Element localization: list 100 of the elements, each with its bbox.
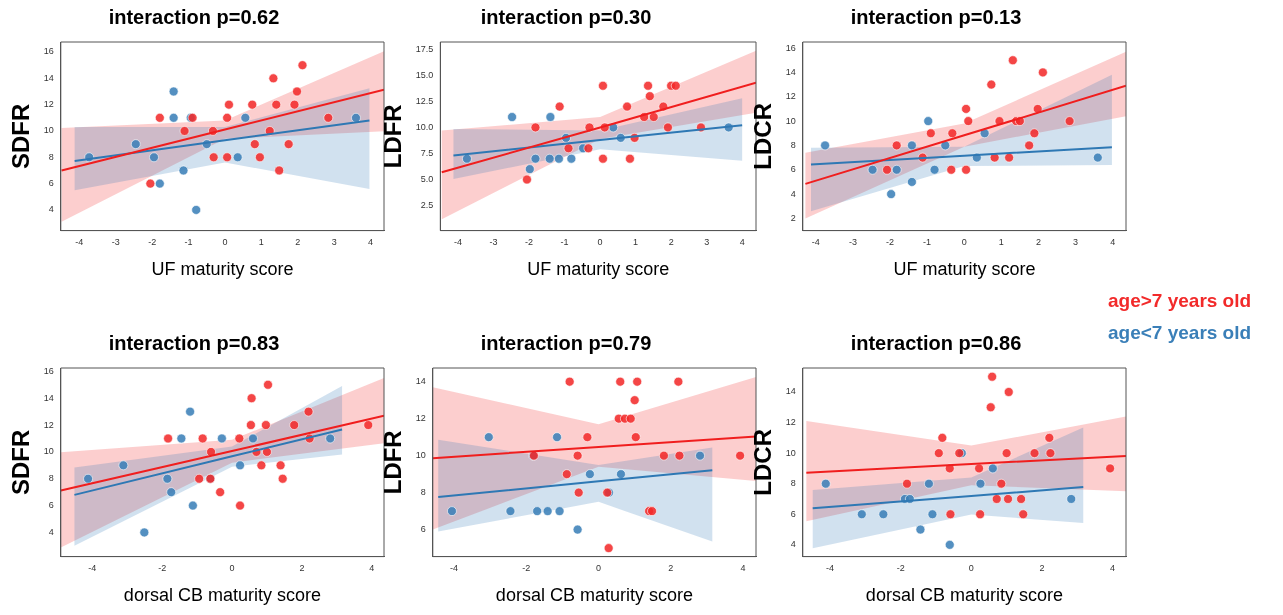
x-tick-label: 3 — [704, 237, 710, 248]
y-tick-label: 17.5 — [415, 43, 434, 54]
y-tick-label: 15.0 — [415, 69, 434, 80]
x-tick-label: 4 — [1110, 563, 1116, 574]
x-tick-label: -3 — [848, 237, 857, 248]
x-tick-label: -4 — [75, 237, 84, 248]
x-tick-label: -2 — [525, 237, 534, 248]
y-tick-label: 14 — [43, 72, 54, 83]
x-tick-label: 1 — [258, 237, 264, 248]
y-tick-label: 10 — [43, 125, 54, 136]
y-tick-label: 4 — [48, 526, 54, 537]
y-axis-title: LDCR — [749, 428, 777, 496]
y-tick-label: 6 — [48, 500, 54, 511]
y-tick-label: 16 — [43, 46, 54, 57]
y-tick-label: 10 — [785, 115, 796, 126]
y-tick-label: 7.5 — [420, 147, 434, 158]
y-tick-label: 12 — [785, 417, 796, 428]
x-tick-label: 1 — [998, 237, 1004, 248]
x-tick-label: 2 — [668, 237, 674, 248]
x-axis-title: dorsal CB maturity score — [865, 585, 1063, 606]
y-axis-title: LDFR — [379, 430, 407, 495]
x-tick-label: -2 — [886, 237, 895, 248]
x-tick-label: 2 — [295, 237, 301, 248]
y-tick-label: 14 — [785, 386, 796, 397]
y-tick-label: 12 — [43, 99, 54, 110]
y-tick-label: 14 — [785, 66, 796, 77]
x-tick-label: -4 — [454, 237, 463, 248]
x-tick-label: 0 — [596, 563, 602, 574]
chart-title: interaction p=0.62 — [108, 5, 280, 28]
y-tick-label: 8 — [48, 151, 54, 162]
x-axis-title: dorsal CB maturity score — [123, 585, 321, 606]
x-tick-label: 2 — [1035, 237, 1041, 248]
x-tick-label: -2 — [148, 237, 157, 248]
y-tick-label: 12 — [43, 419, 54, 430]
y-tick-label: 10 — [785, 447, 796, 458]
y-tick-label: 2 — [790, 212, 796, 223]
x-tick-label: -4 — [88, 563, 97, 574]
text: age>7 years old — [1108, 289, 1252, 313]
y-tick-label: 6 — [790, 164, 796, 175]
y-tick-label: 8 — [790, 478, 796, 489]
x-tick-label: 0 — [961, 237, 967, 248]
x-tick-label: -4 — [811, 237, 820, 248]
chart-title: interaction p=0.13 — [850, 5, 1022, 28]
x-tick-label: -2 — [896, 563, 905, 574]
x-tick-label: 4 — [368, 237, 374, 248]
x-tick-label: -3 — [111, 237, 120, 248]
x-tick-label: 0 — [597, 237, 603, 248]
y-tick-label: 12.5 — [415, 95, 434, 106]
x-axis-title: dorsal CB maturity score — [495, 585, 693, 606]
x-tick-label: 0 — [229, 563, 235, 574]
chart-title: interaction p=0.83 — [108, 331, 280, 354]
x-tick-label: 0 — [968, 563, 974, 574]
x-tick-label: 4 — [740, 563, 746, 574]
x-tick-label: -2 — [158, 563, 167, 574]
y-axis-title: SDFR — [7, 429, 35, 495]
x-axis-title: UF maturity score — [893, 259, 1036, 280]
y-axis-title: SDFR — [7, 103, 35, 169]
x-tick-label: -3 — [489, 237, 498, 248]
x-tick-label: 4 — [369, 563, 375, 574]
y-tick-label: 8 — [420, 487, 426, 498]
y-tick-label: 16 — [785, 42, 796, 53]
y-tick-label: 10.0 — [415, 121, 434, 132]
x-tick-label: -2 — [522, 563, 531, 574]
x-tick-label: 1 — [633, 237, 639, 248]
y-tick-label: 4 — [48, 204, 54, 215]
x-tick-label: -1 — [560, 237, 569, 248]
y-tick-label: 2.5 — [420, 200, 434, 211]
x-tick-label: -4 — [826, 563, 835, 574]
y-tick-label: 5.0 — [420, 174, 434, 185]
y-axis-title: LDFR — [379, 104, 407, 169]
x-tick-label: 2 — [1039, 563, 1045, 574]
x-tick-label: 0 — [222, 237, 228, 248]
y-tick-label: 16 — [43, 365, 54, 376]
x-tick-label: 3 — [331, 237, 337, 248]
y-axis-title: LDCR — [749, 102, 777, 170]
y-tick-label: 8 — [48, 473, 54, 484]
x-axis-title: UF maturity score — [527, 259, 670, 280]
y-tick-label: 12 — [785, 91, 796, 102]
chart-title: interaction p=0.86 — [850, 331, 1022, 354]
x-tick-label: 2 — [668, 563, 674, 574]
y-tick-label: 10 — [43, 446, 54, 457]
x-tick-label: 2 — [299, 563, 305, 574]
x-tick-label: -1 — [184, 237, 193, 248]
x-tick-label: -4 — [450, 563, 459, 574]
y-tick-label: 4 — [790, 539, 796, 550]
y-tick-label: 14 — [43, 392, 54, 403]
x-tick-label: -1 — [923, 237, 932, 248]
y-tick-label: 6 — [48, 178, 54, 189]
x-tick-label: 4 — [1110, 237, 1116, 248]
chart-title: interaction p=0.30 — [480, 5, 652, 28]
y-tick-label: 6 — [420, 524, 426, 535]
text: age<7 years old — [1108, 321, 1252, 345]
y-tick-label: 14 — [415, 376, 426, 387]
x-axis-title: UF maturity score — [151, 259, 294, 280]
y-tick-label: 6 — [790, 508, 796, 519]
y-tick-label: 8 — [790, 139, 796, 150]
chart-title: interaction p=0.79 — [480, 331, 652, 354]
y-tick-label: 12 — [415, 413, 426, 424]
y-tick-label: 4 — [790, 188, 796, 199]
y-tick-label: 10 — [415, 450, 426, 461]
